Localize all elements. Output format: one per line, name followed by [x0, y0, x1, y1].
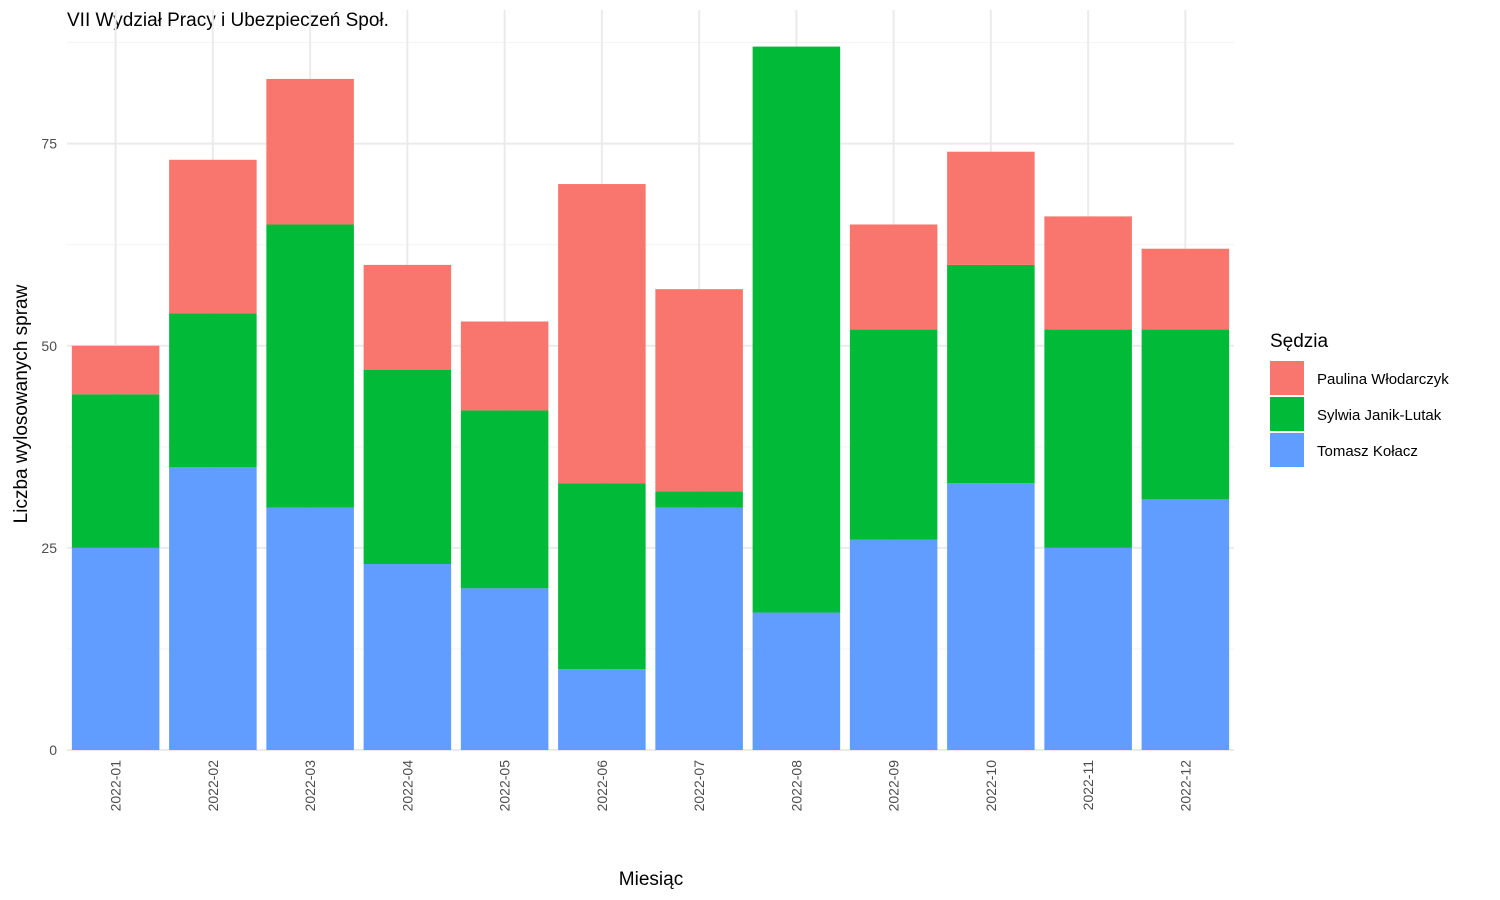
- legend-key: [1270, 397, 1304, 431]
- y-axis-title: Liczba wylosowanych spraw: [11, 284, 32, 523]
- y-tick-label: 25: [41, 540, 57, 556]
- bar-segment: [460, 321, 549, 411]
- bar-segment: [1141, 248, 1230, 330]
- bar-segment: [947, 483, 1035, 750]
- bar-segment: [363, 564, 452, 750]
- bar-segment: [1141, 329, 1230, 500]
- bar-segment: [266, 78, 354, 225]
- bar-segment: [849, 224, 938, 330]
- bar-segment: [1044, 329, 1132, 548]
- bar-segment: [655, 491, 743, 508]
- x-tick-label: 2022-01: [108, 760, 124, 812]
- legend-title: Sędzia: [1270, 331, 1329, 352]
- chart-title: VII Wydział Pracy i Ubezpieczeń Społ.: [67, 10, 389, 31]
- bar-segment: [460, 588, 549, 750]
- x-tick-label: 2022-10: [983, 760, 999, 812]
- bar-segment: [169, 467, 257, 750]
- bar-segment: [655, 289, 743, 492]
- bar-segment: [558, 184, 646, 484]
- legend-label: Sylwia Janik-Lutak: [1317, 407, 1442, 424]
- legend-key: [1270, 361, 1304, 395]
- x-tick-label: 2022-08: [788, 760, 804, 812]
- bar-segment: [363, 264, 452, 371]
- y-tick-label: 75: [41, 136, 57, 152]
- bars: [71, 46, 1230, 750]
- bar-segment: [363, 370, 452, 565]
- legend-label: Paulina Włodarczyk: [1317, 371, 1449, 388]
- bar-segment: [947, 151, 1035, 265]
- y-tick-label: 0: [49, 742, 57, 758]
- x-tick-label: 2022-02: [205, 760, 221, 812]
- bar-segment: [947, 264, 1035, 484]
- x-axis-title: Miesiąc: [619, 869, 683, 890]
- bar-segment: [1141, 499, 1230, 750]
- y-axis-ticks: 0 25 50 75: [41, 136, 57, 758]
- bar-segment: [1044, 216, 1132, 330]
- bar-segment: [169, 313, 257, 468]
- x-tick-label: 2022-12: [1177, 760, 1193, 812]
- bar-segment: [849, 539, 938, 750]
- x-axis-ticks: 2022-01 2022-02 2022-03 2022-04 2022-05 2022-…: [108, 760, 1194, 812]
- bar-segment: [849, 329, 938, 540]
- bar-segment: [1044, 547, 1132, 750]
- x-tick-label: 2022-03: [302, 760, 318, 812]
- bar-segment: [460, 410, 549, 589]
- legend-label: Tomasz Kołacz: [1317, 443, 1418, 460]
- bar-segment: [266, 224, 354, 508]
- bar-segment: [558, 669, 646, 750]
- legend: Sędzia Paulina Włodarczyk Sylwia Janik-Lu…: [1270, 331, 1449, 467]
- legend-key: [1270, 433, 1304, 467]
- y-tick-label: 50: [41, 338, 57, 354]
- bar-segment: [752, 612, 841, 750]
- bar-segment: [266, 507, 354, 750]
- bar-segment: [752, 46, 841, 613]
- x-tick-label: 2022-06: [594, 760, 610, 812]
- bar-segment: [71, 394, 160, 548]
- x-tick-label: 2022-11: [1080, 760, 1096, 811]
- x-tick-label: 2022-07: [691, 760, 707, 812]
- bar-segment: [655, 507, 743, 750]
- bar-segment: [558, 483, 646, 670]
- bar-segment: [71, 547, 160, 750]
- x-tick-label: 2022-04: [399, 760, 415, 812]
- x-tick-label: 2022-05: [497, 760, 513, 812]
- x-tick-label: 2022-09: [886, 760, 902, 812]
- bar-segment: [71, 345, 160, 395]
- bar-segment: [169, 159, 257, 314]
